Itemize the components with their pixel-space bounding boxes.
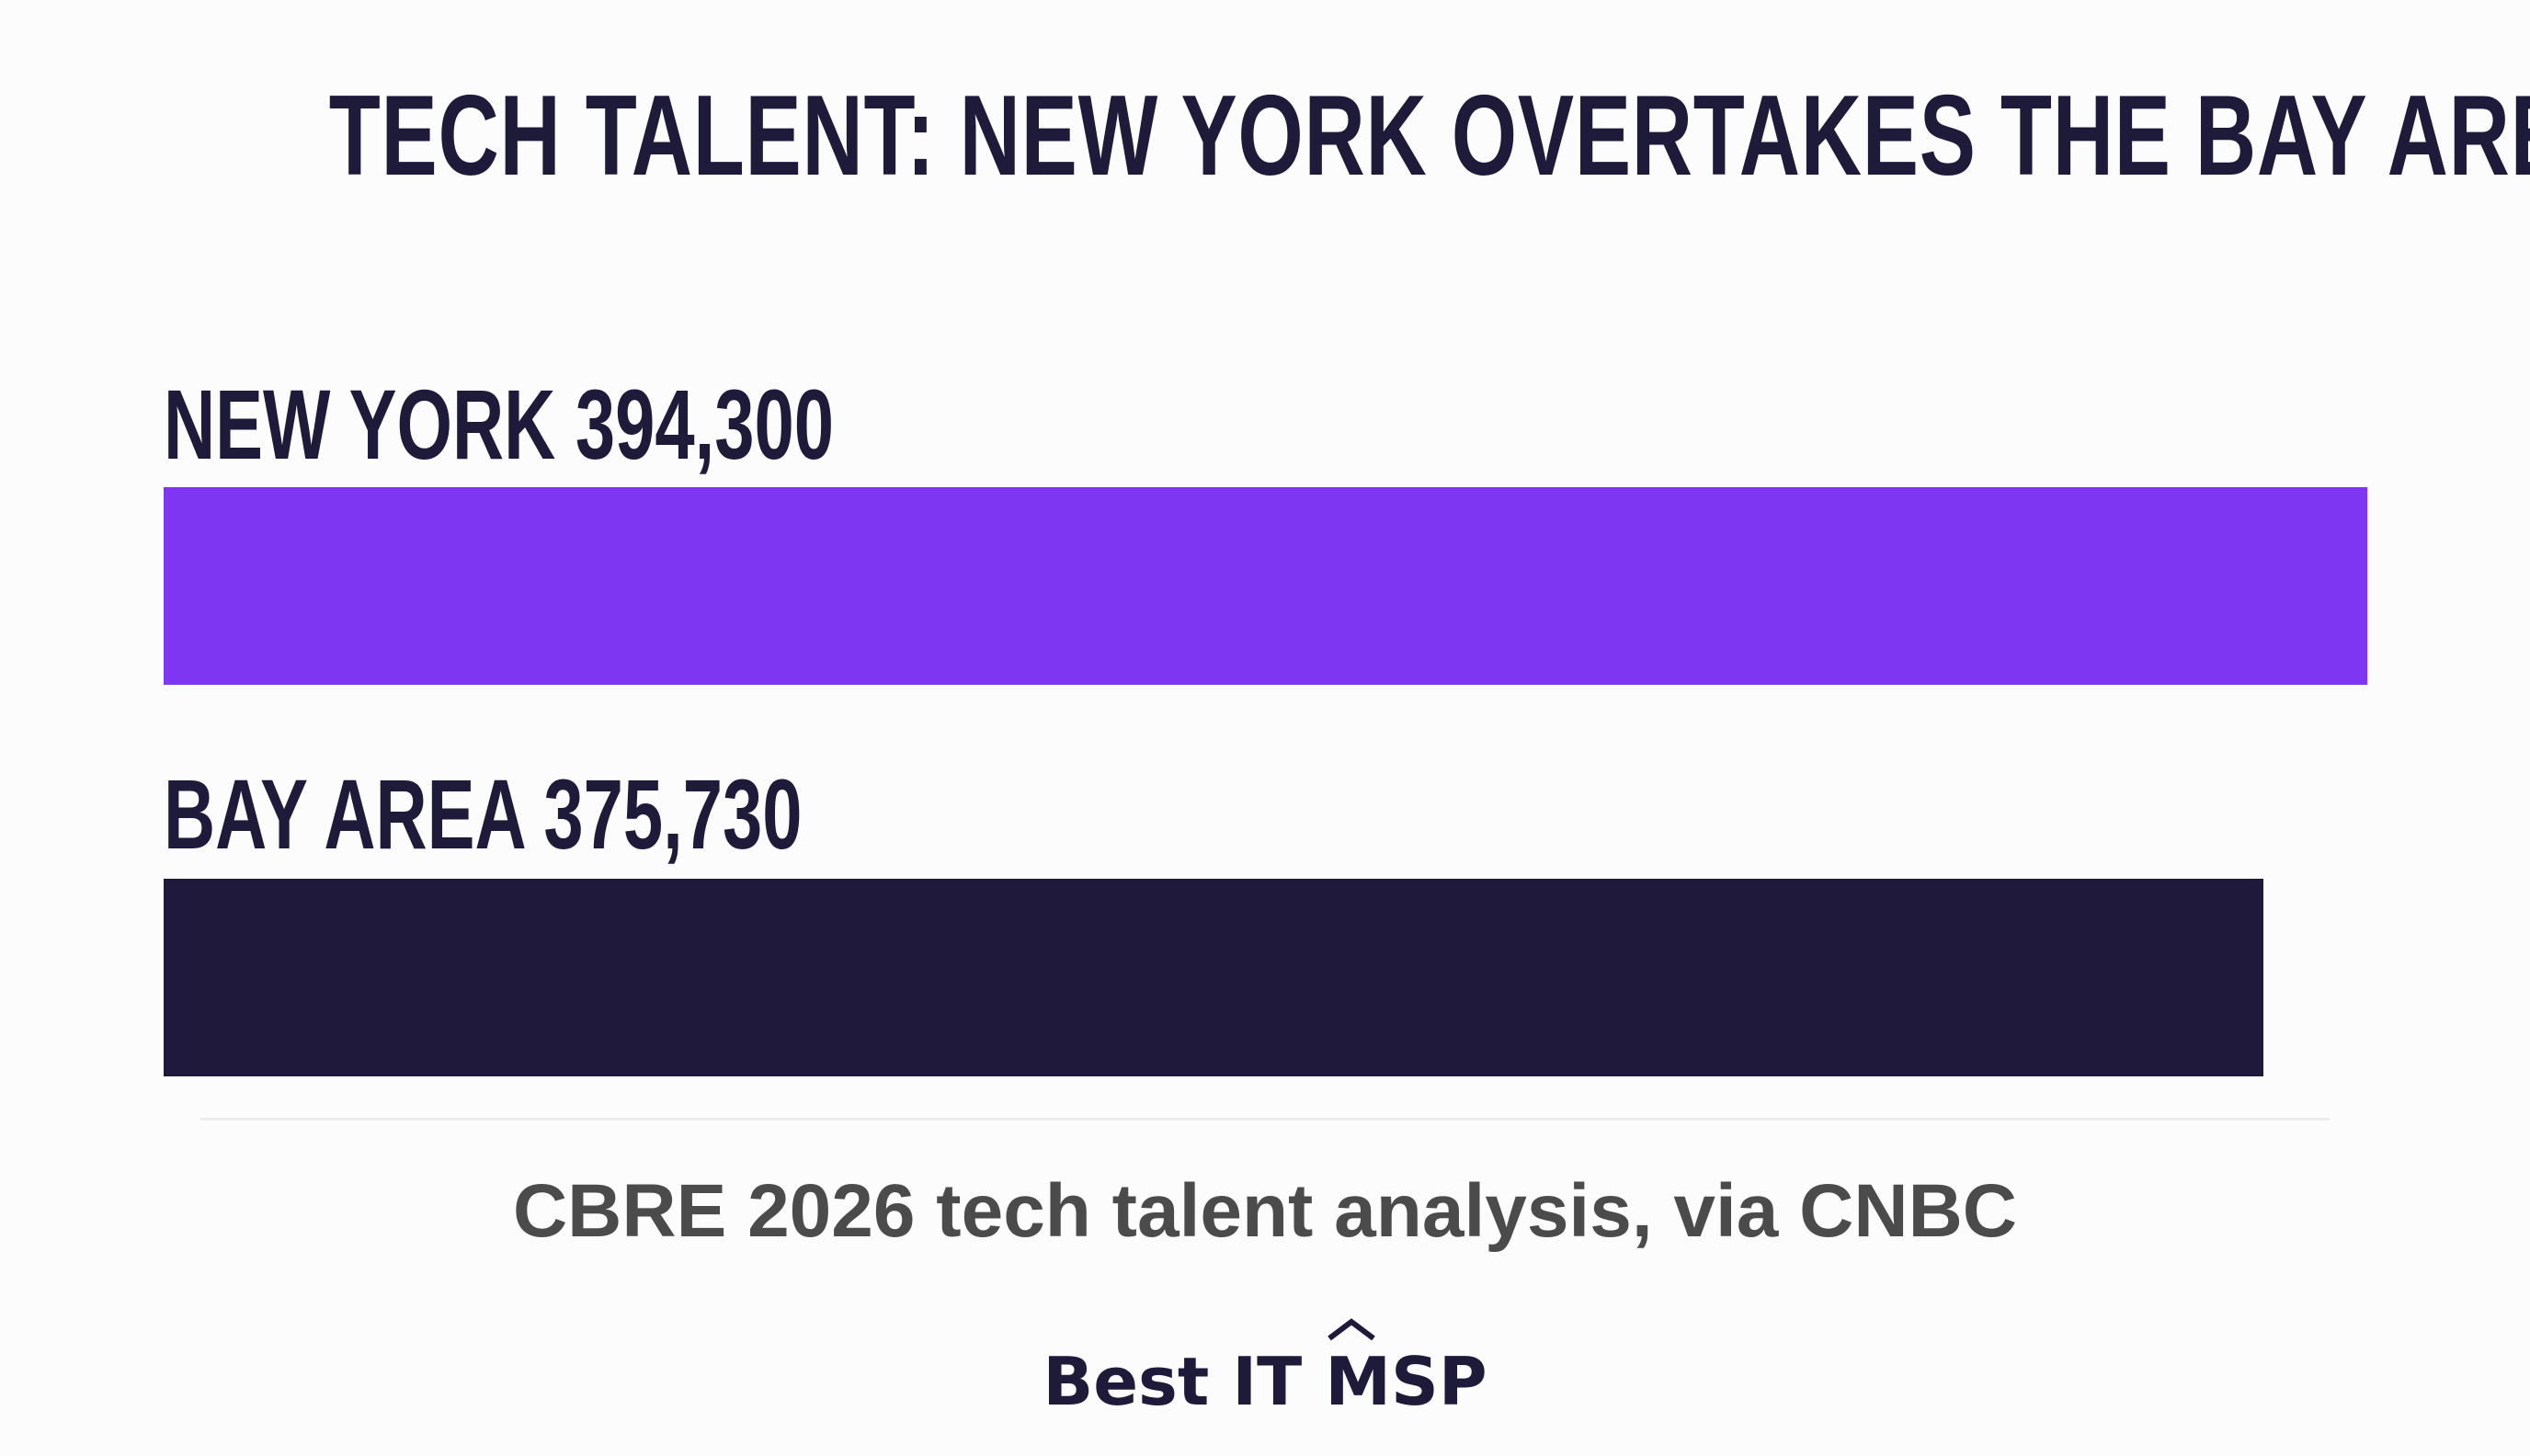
chevron-up-icon xyxy=(1328,1318,1375,1341)
brand-logo: Best IT MSP xyxy=(1043,1343,1487,1420)
source-note: CBRE 2026 tech talent analysis, via CNBC xyxy=(512,1169,2018,1253)
data-label: 375,730 xyxy=(543,758,803,870)
chart-title: TECH TALENT: NEW YORK OVERTAKES THE BAY … xyxy=(328,73,2530,199)
data-label: 394,300 xyxy=(575,369,834,480)
category-label: NEW YORK xyxy=(164,369,556,480)
category-label: BAY AREA xyxy=(164,758,524,870)
bar-new-york xyxy=(164,487,2367,685)
divider xyxy=(200,1118,2330,1120)
bar-bay-area xyxy=(164,879,2263,1076)
bar-label-bay-area: BAY AREA 375,730 xyxy=(164,759,803,870)
bar-label-new-york: NEW YORK 394,300 xyxy=(164,370,834,480)
